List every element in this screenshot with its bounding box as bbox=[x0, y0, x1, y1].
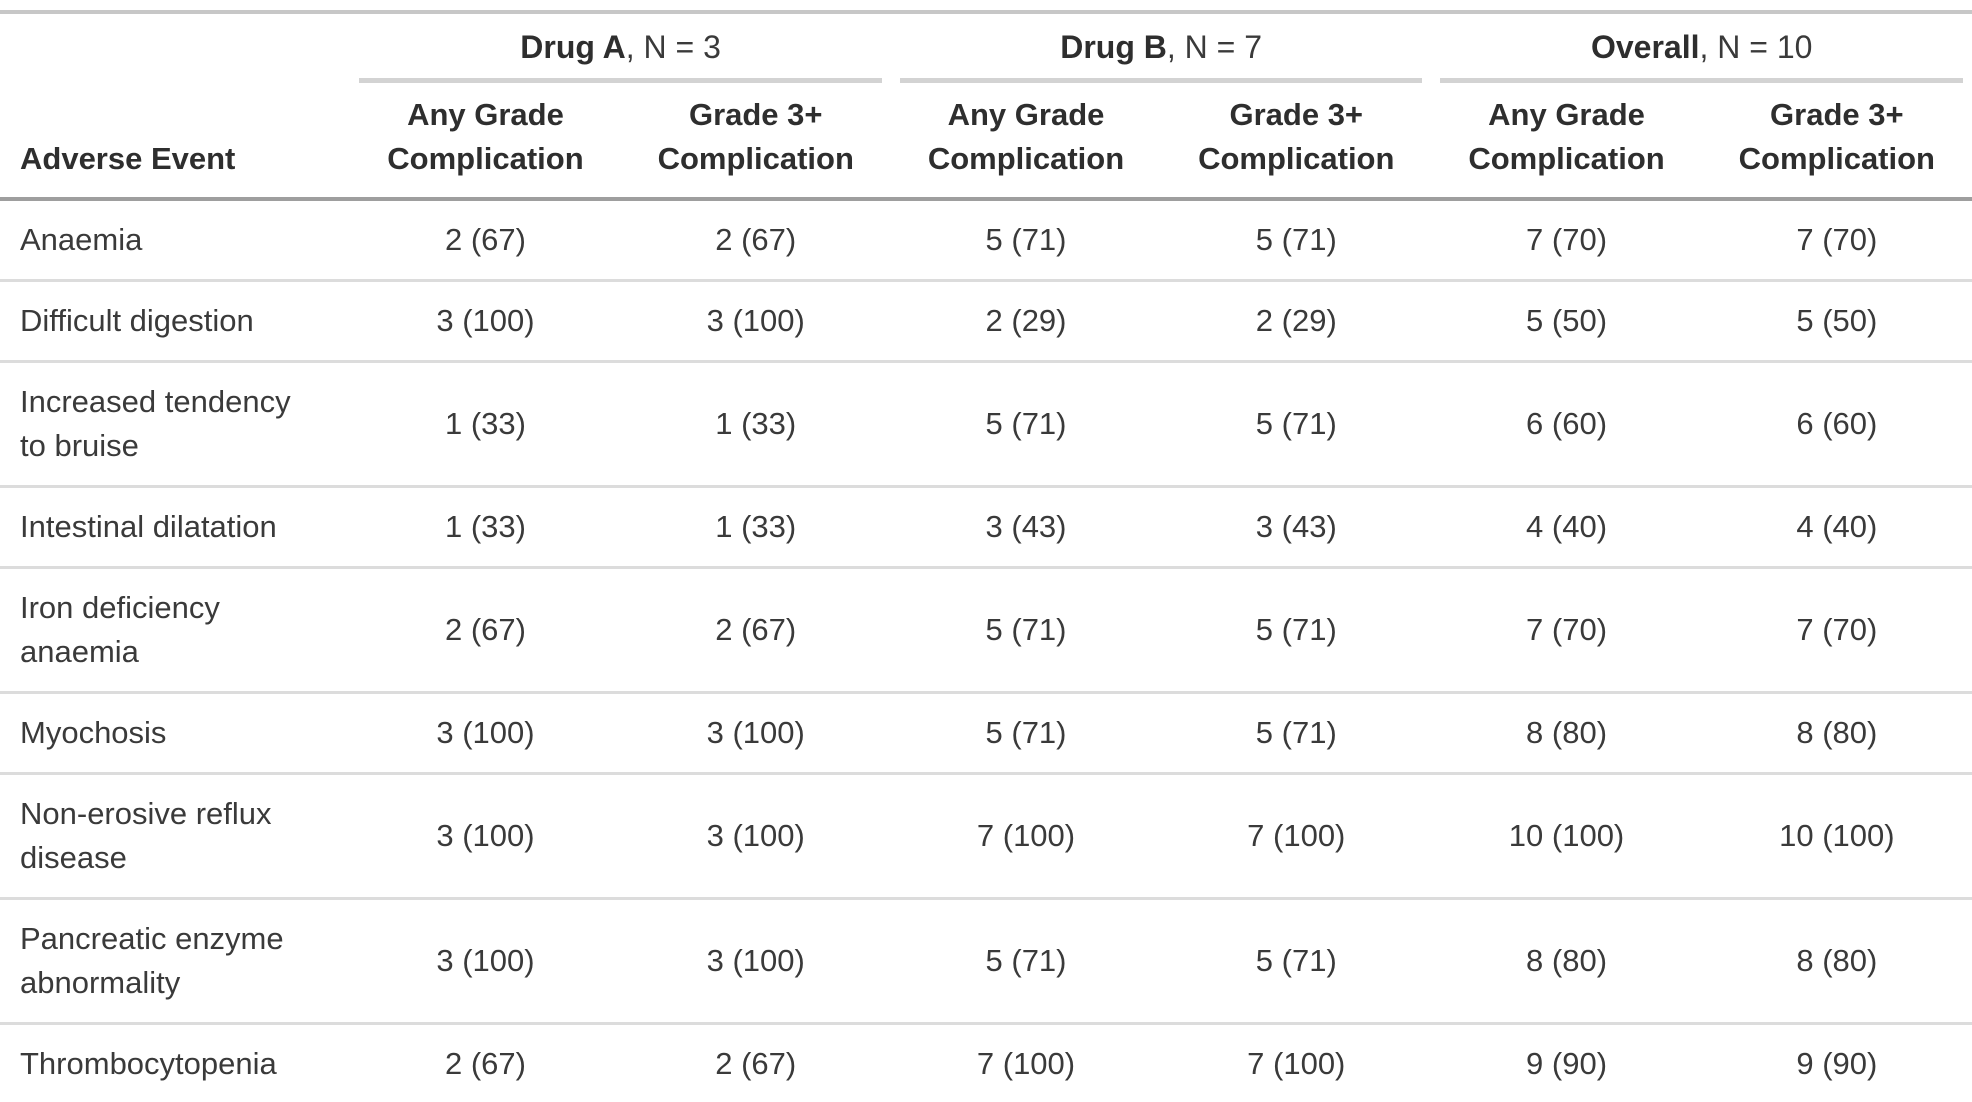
row-label: Myochosis bbox=[0, 691, 351, 774]
cell-value: 5 (71) bbox=[985, 222, 1067, 257]
cell-value: 7 (70) bbox=[1796, 222, 1878, 257]
cell-value: 3 (100) bbox=[620, 691, 891, 774]
cell-value: 8 (80) bbox=[1431, 691, 1702, 774]
cell-value: 8 (80) bbox=[1701, 897, 1972, 1024]
cell-value: 1 (33) bbox=[620, 360, 891, 487]
spanner-overall-name: Overall bbox=[1590, 29, 1700, 65]
spanner-stub-cell bbox=[0, 12, 350, 83]
column-header-drug-b-any-grade: Any Grade Complication bbox=[890, 83, 1162, 201]
cell-value: 8 (80) bbox=[1431, 897, 1702, 1024]
cell-value: 5 (71) bbox=[1161, 360, 1432, 487]
cell-value: 3 (100) bbox=[350, 691, 621, 774]
table-body: Anaemia 2 (67) 2 (67) 5 (71) 5 (71) 7 (7… bbox=[0, 199, 1972, 1102]
table-row-pancreatic-enzyme-abnormality: Pancreatic enzyme abnormality 3 (100) 3 … bbox=[0, 897, 1972, 1024]
cell-value: 5 (71) bbox=[1161, 897, 1432, 1024]
column-header-drug-b-grade-3plus: Grade 3+ Complication bbox=[1161, 83, 1432, 201]
spanner-drug-a-n: , N = 3 bbox=[625, 29, 721, 65]
column-header-adverse-event: Adverse Event bbox=[0, 83, 351, 201]
cell-value: 7 (100) bbox=[1161, 772, 1432, 899]
cell-value: 9 (90) bbox=[1701, 1022, 1972, 1102]
cell-value: 2 (67) bbox=[350, 566, 621, 693]
table-row-difficult-digestion: Difficult digestion 3 (100) 3 (100) 2 (2… bbox=[0, 279, 1972, 362]
spanner-drug-b: Drug B, N = 7 bbox=[891, 12, 1432, 83]
cell-value: 5 (71) bbox=[890, 897, 1162, 1024]
cell-value: 2 (29) bbox=[890, 279, 1162, 362]
spanner-overall-underline: Overall, N = 10 bbox=[1440, 14, 1963, 83]
cell-value: 3 (100) bbox=[350, 279, 621, 362]
column-header-drug-a-any-grade: Any Grade Complication bbox=[350, 83, 621, 201]
row-label: Intestinal dilatation bbox=[0, 485, 351, 568]
cell-value: 1 (33) bbox=[350, 485, 621, 568]
spanner-overall: Overall, N = 10 bbox=[1431, 12, 1972, 83]
cell-value: 5 (71) bbox=[890, 360, 1162, 487]
cell-value: 1 (33) bbox=[620, 485, 891, 568]
cell-value: 5 (50) bbox=[1431, 279, 1702, 362]
cell-value: 10 (100) bbox=[1431, 772, 1702, 899]
row-label: Pancreatic enzyme abnormality bbox=[0, 897, 351, 1024]
cell-value: 1 (33) bbox=[350, 360, 621, 487]
cell-value: 9 (90) bbox=[1431, 1022, 1702, 1102]
cell-value: 4 (40) bbox=[1701, 485, 1972, 568]
cell-value: 5 (71) bbox=[890, 566, 1162, 693]
cell-value: 3 (100) bbox=[620, 279, 891, 362]
spanner-drug-a-name: Drug A bbox=[520, 29, 626, 65]
cell-value: 2 (67) bbox=[444, 222, 526, 257]
cell-value: 7 (70) bbox=[1526, 222, 1608, 257]
cell-value: 3 (43) bbox=[1161, 485, 1432, 568]
cell-value: 2 (67) bbox=[620, 566, 891, 693]
spanner-drug-b-n: , N = 7 bbox=[1166, 29, 1263, 65]
cell-value: 7 (100) bbox=[1161, 1022, 1432, 1102]
cell-value: 2 (29) bbox=[1161, 279, 1432, 362]
cell-value: 6 (60) bbox=[1431, 360, 1702, 487]
cell-value: 7 (100) bbox=[890, 1022, 1162, 1102]
cell-value: 3 (100) bbox=[620, 897, 891, 1024]
cell-value: 5 (71) bbox=[890, 691, 1162, 774]
column-header-overall-grade-3plus: Grade 3+ Complication bbox=[1701, 83, 1972, 201]
row-label: Iron deficiency anaemia bbox=[0, 566, 351, 693]
spanner-drug-a: Drug A, N = 3 bbox=[350, 12, 891, 83]
table-row-increased-tendency-to-bruise: Increased tendency to bruise 1 (33) 1 (3… bbox=[0, 360, 1972, 487]
table-row-intestinal-dilatation: Intestinal dilatation 1 (33) 1 (33) 3 (4… bbox=[0, 485, 1972, 568]
cell-value: 3 (100) bbox=[350, 897, 621, 1024]
cell-value: 7 (70) bbox=[1431, 566, 1702, 693]
cell-value: 8 (80) bbox=[1701, 691, 1972, 774]
row-label: Difficult digestion bbox=[0, 279, 351, 362]
cell-value: 3 (100) bbox=[350, 772, 621, 899]
cell-value: 2 (67) bbox=[715, 222, 797, 257]
cell-value: 6 (60) bbox=[1701, 360, 1972, 487]
cell-value: 2 (67) bbox=[350, 1022, 621, 1102]
column-header-overall-any-grade: Any Grade Complication bbox=[1431, 83, 1702, 201]
row-label: Increased tendency to bruise bbox=[0, 360, 351, 487]
cell-value: 5 (71) bbox=[1161, 691, 1432, 774]
spanner-drug-b-name: Drug B bbox=[1060, 29, 1167, 65]
row-label: Anaemia bbox=[20, 222, 143, 257]
table-row-myochosis: Myochosis 3 (100) 3 (100) 5 (71) 5 (71) … bbox=[0, 691, 1972, 774]
spanner-drug-a-underline: Drug A, N = 3 bbox=[359, 14, 882, 83]
spanner-drug-b-underline: Drug B, N = 7 bbox=[899, 14, 1423, 83]
table-row-iron-deficiency-anaemia: Iron deficiency anaemia 2 (67) 2 (67) 5 … bbox=[0, 566, 1972, 693]
cell-value: 2 (67) bbox=[620, 1022, 891, 1102]
cell-value: 10 (100) bbox=[1701, 772, 1972, 899]
row-label: Thrombocytopenia bbox=[0, 1022, 351, 1102]
adverse-events-table: Drug A, N = 3 Drug B, N = 7 Overall, N =… bbox=[0, 10, 1972, 1102]
cell-value: 5 (71) bbox=[1161, 566, 1432, 693]
cell-value: 5 (50) bbox=[1701, 279, 1972, 362]
cell-value: 5 (71) bbox=[1255, 222, 1337, 257]
spanner-overall-n: , N = 10 bbox=[1699, 29, 1813, 65]
table-row-anaemia: Anaemia 2 (67) 2 (67) 5 (71) 5 (71) 7 (7… bbox=[0, 199, 1972, 281]
cell-value: 7 (70) bbox=[1701, 566, 1972, 693]
column-header-drug-a-grade-3plus: Grade 3+ Complication bbox=[620, 83, 891, 201]
cell-value: 7 (100) bbox=[890, 772, 1162, 899]
table-row-non-erosive-reflux-disease: Non-erosive reflux disease 3 (100) 3 (10… bbox=[0, 772, 1972, 899]
cell-value: 3 (43) bbox=[890, 485, 1162, 568]
column-header-row: Adverse Event Any Grade Complication Gra… bbox=[0, 83, 1972, 201]
cell-value: 4 (40) bbox=[1431, 485, 1702, 568]
table-row-thrombocytopenia: Thrombocytopenia 2 (67) 2 (67) 7 (100) 7… bbox=[0, 1022, 1972, 1102]
row-label: Non-erosive reflux disease bbox=[0, 772, 351, 899]
table-header: Drug A, N = 3 Drug B, N = 7 Overall, N =… bbox=[0, 12, 1972, 201]
spanner-row: Drug A, N = 3 Drug B, N = 7 Overall, N =… bbox=[0, 12, 1972, 83]
cell-value: 3 (100) bbox=[620, 772, 891, 899]
